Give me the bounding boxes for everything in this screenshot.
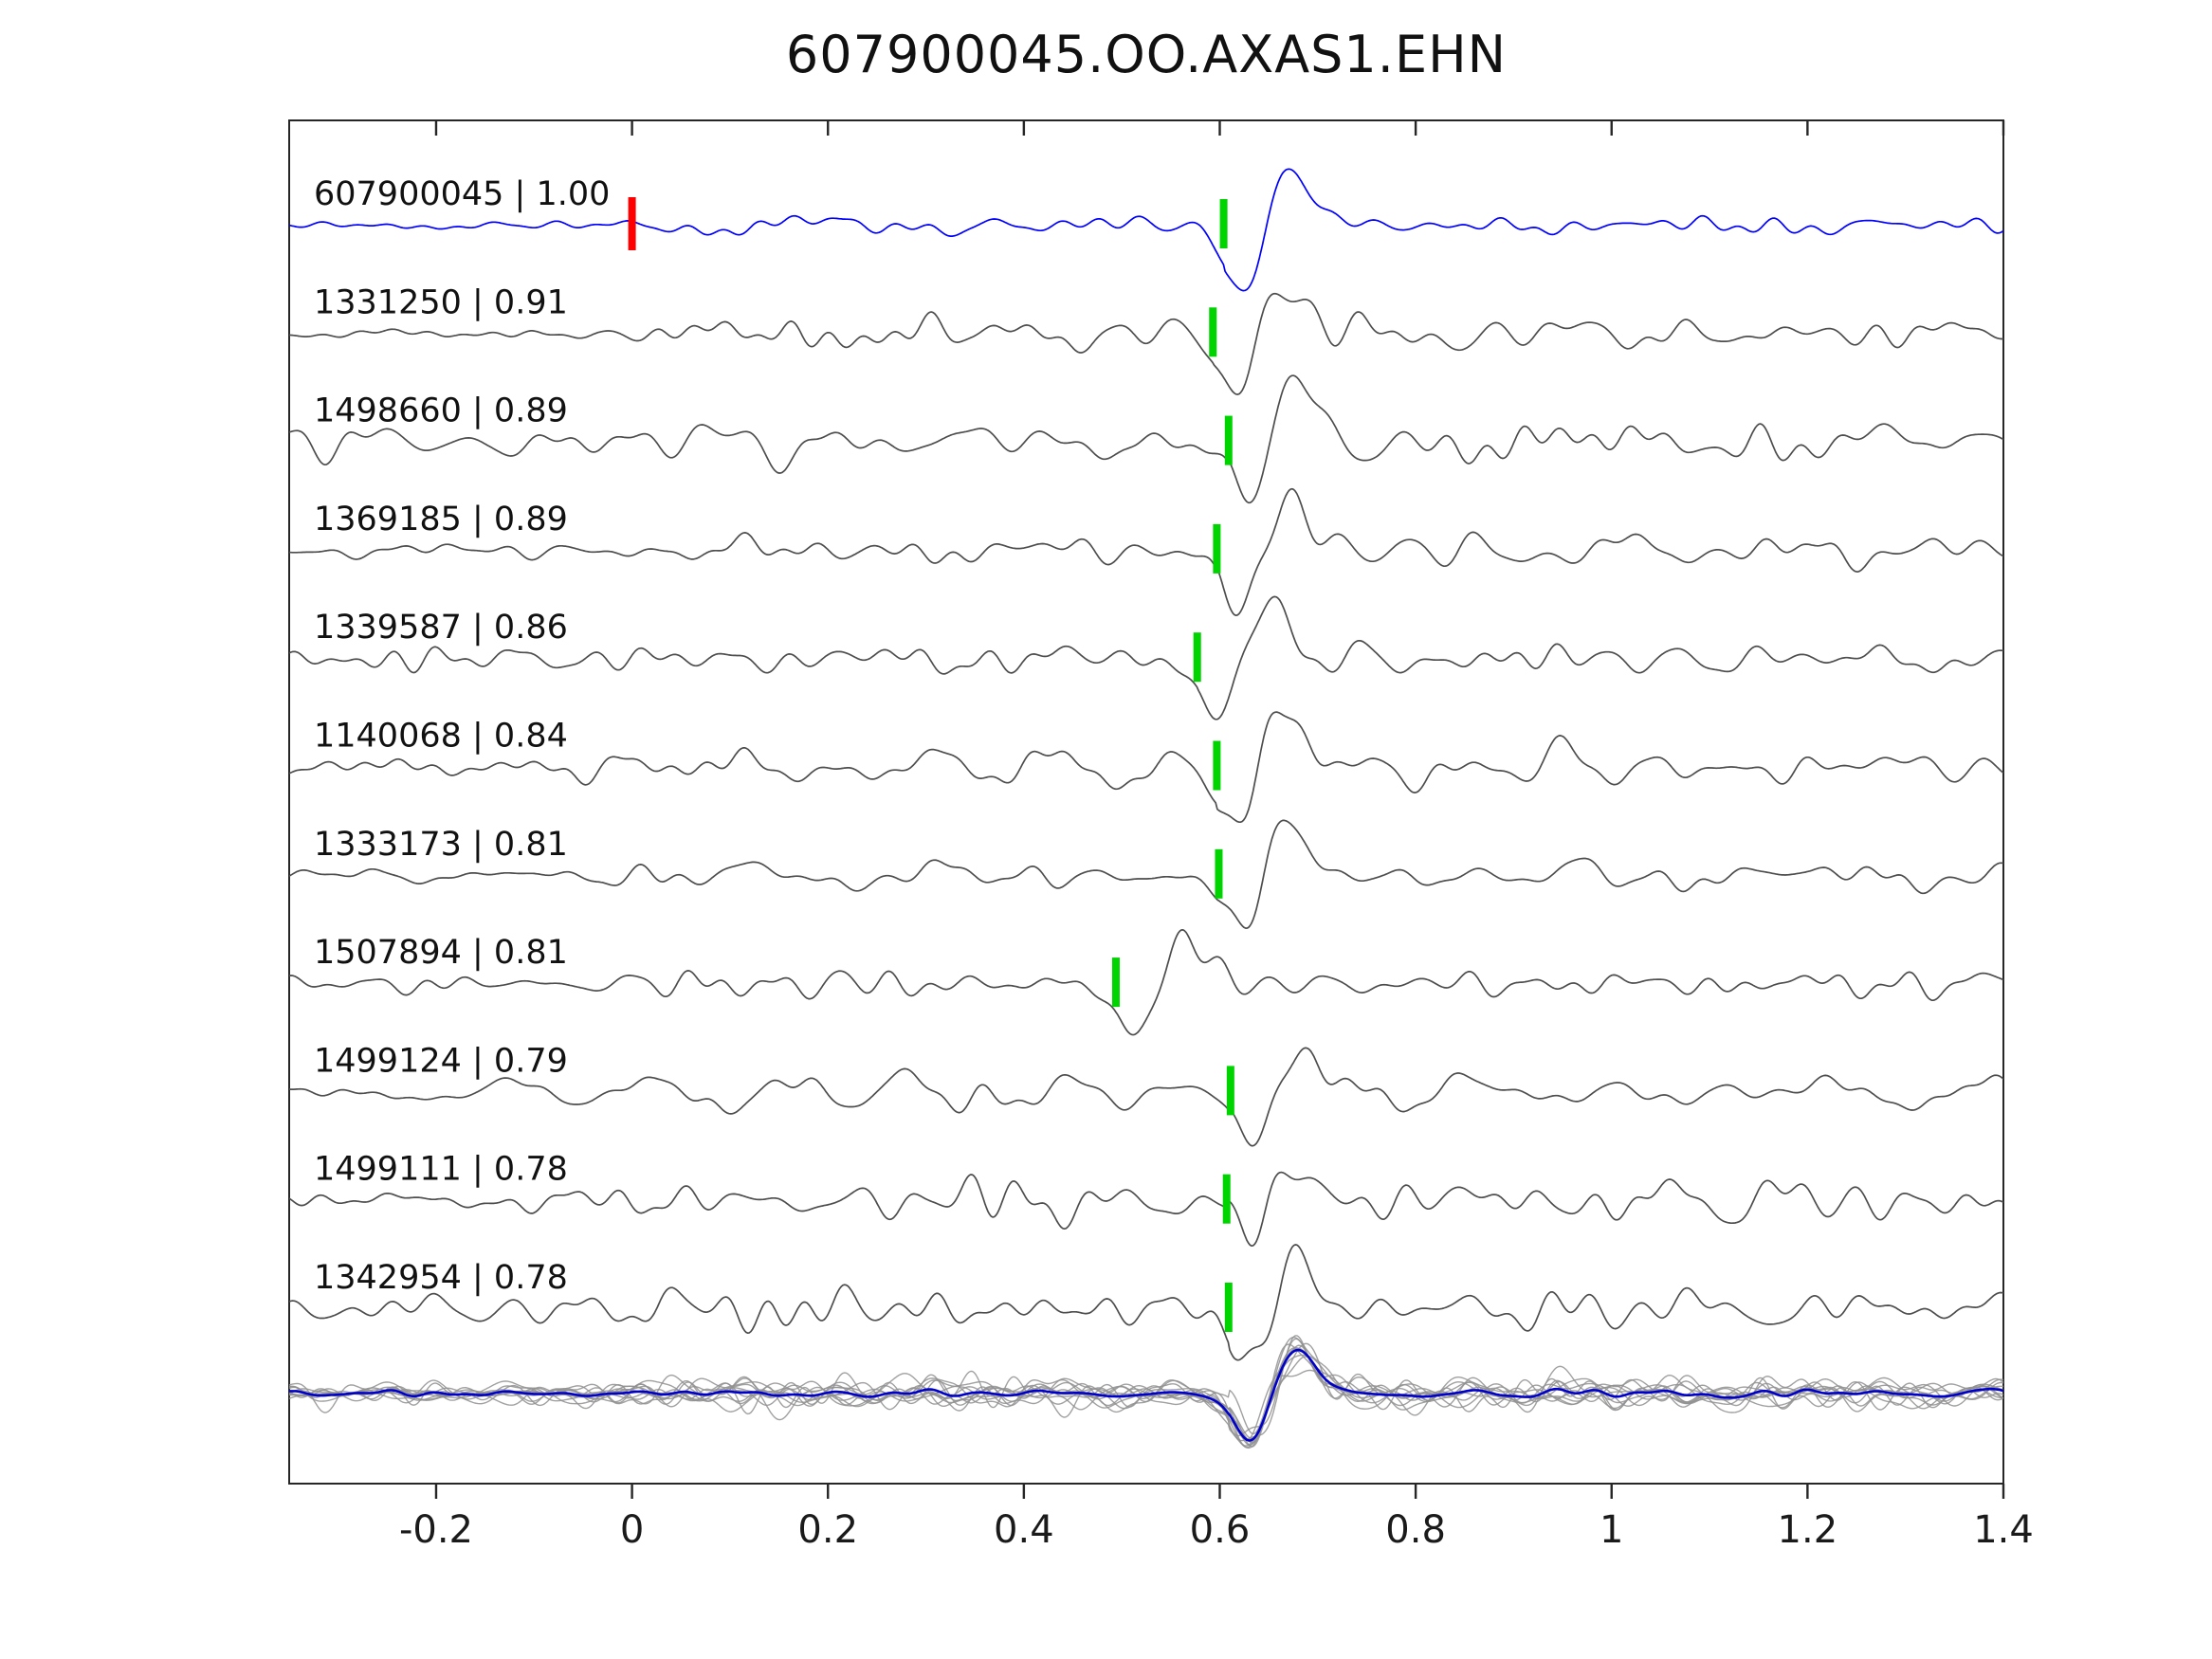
pick-marker (1224, 415, 1233, 465)
trace-label: 1140068 | 0.84 (314, 718, 568, 756)
overlay-member-path (289, 1338, 2003, 1437)
trace-path (289, 374, 2003, 504)
overlay-member-path (289, 1356, 2003, 1440)
trace-path (289, 929, 2003, 1036)
x-tick-label: 0.6 (1190, 1508, 1251, 1552)
trace-path (289, 595, 2003, 720)
trace-label: 1499111 | 0.78 (314, 1151, 568, 1189)
pick-marker (1224, 1283, 1233, 1332)
x-tick-label: 1.4 (1973, 1508, 2034, 1552)
trace-label: 607900045 | 1.00 (314, 175, 610, 213)
trace-label: 1498660 | 0.89 (314, 392, 568, 430)
trace-label: 1342954 | 0.78 (314, 1259, 568, 1297)
pick-marker (1215, 848, 1223, 899)
trace-path (289, 292, 2003, 395)
x-tick-label: 0.2 (797, 1508, 858, 1552)
pick-marker (1222, 1174, 1231, 1224)
trace-label: 1331250 | 0.91 (314, 283, 568, 321)
x-tick-label: 0 (620, 1508, 644, 1552)
figure-title: 607900045.OO.AXAS1.EHN (785, 25, 1508, 84)
pick-marker (1226, 1066, 1234, 1116)
overlay-member-path (289, 1369, 2003, 1435)
pick-marker (1111, 957, 1120, 1008)
pick-marker (1219, 199, 1228, 248)
x-tick-label: 1 (1600, 1508, 1623, 1552)
overlay-member-path (289, 1347, 2003, 1448)
trace-path (289, 1244, 2003, 1361)
x-tick-label: -0.2 (399, 1508, 473, 1552)
trace-path (289, 487, 2003, 617)
origin-marker (628, 197, 636, 250)
pick-marker (1213, 740, 1221, 791)
trace-label: 1369185 | 0.89 (314, 501, 568, 538)
trace-label: 1339587 | 0.86 (314, 609, 568, 647)
x-tick-label: 0.8 (1385, 1508, 1446, 1552)
axes-frame (288, 119, 2004, 1485)
trace-label: 1507894 | 0.81 (314, 934, 568, 972)
trace-label: 1499124 | 0.79 (314, 1042, 568, 1080)
pick-marker (1213, 523, 1221, 574)
trace-path (289, 819, 2003, 929)
pick-marker (1209, 307, 1217, 357)
trace-path (289, 1047, 2003, 1147)
template-trace-path (289, 168, 2003, 292)
pick-marker (1193, 632, 1201, 683)
trace-path (289, 1171, 2003, 1248)
stack-trace-path (289, 1348, 2003, 1442)
x-tick-label: 1.2 (1778, 1508, 1838, 1552)
trace-label: 1333173 | 0.81 (314, 826, 568, 864)
trace-path (289, 711, 2003, 824)
x-tick-label: 0.4 (994, 1508, 1054, 1552)
